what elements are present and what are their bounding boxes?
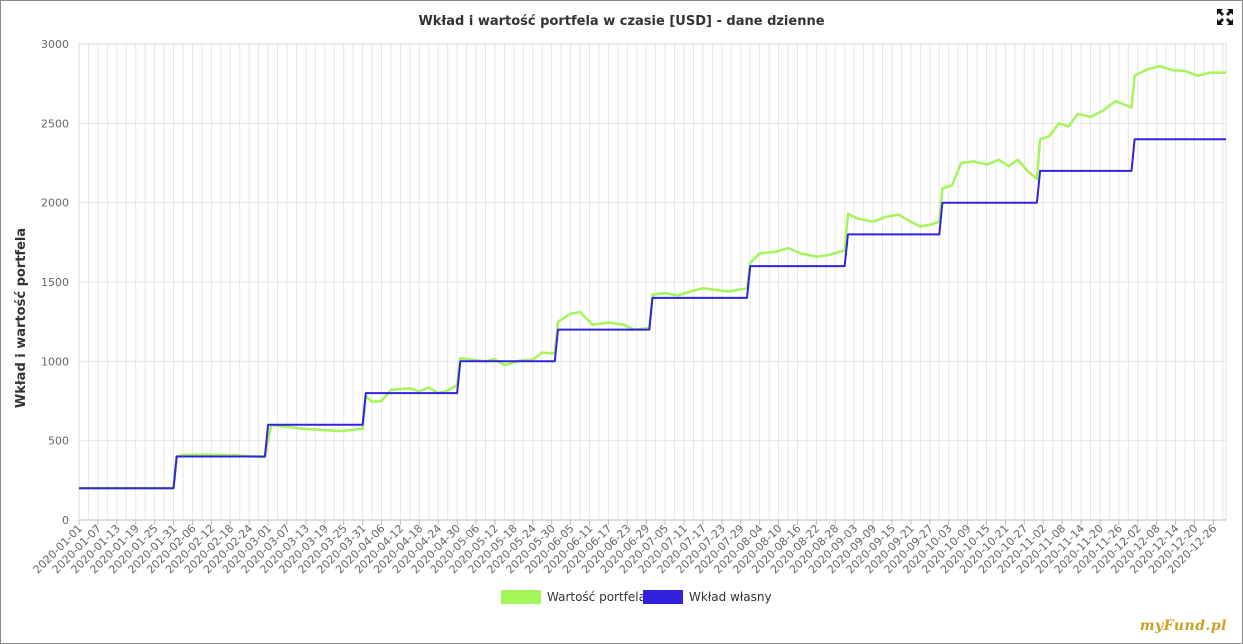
legend: Wartość portfela Wkład własny	[501, 590, 772, 604]
legend-item[interactable]: Wartość portfela	[501, 590, 646, 604]
y-tick-label: 0	[62, 514, 69, 527]
watermark-logo: myFund.pl	[1139, 618, 1227, 634]
legend-swatch	[643, 590, 683, 604]
expand-arrows-icon[interactable]	[1216, 8, 1234, 26]
y-tick-label: 500	[48, 435, 69, 448]
series-line-wklad-wlasny	[79, 138, 1226, 490]
y-axis-title: Wkład i wartość portfela	[14, 228, 29, 408]
y-tick-label: 3000	[41, 38, 69, 51]
x-tick-labels: 2020-01-012020-01-072020-01-132020-01-19…	[31, 520, 1220, 576]
chart-title: Wkład i wartość portfela w czasie [USD] …	[418, 14, 825, 29]
legend-label: Wartość portfela	[547, 590, 646, 604]
legend-item[interactable]: Wkład własny	[643, 590, 772, 604]
legend-swatch	[501, 590, 541, 604]
series-lines	[79, 64, 1226, 490]
y-tick-label: 2000	[41, 197, 69, 210]
y-tick-labels: 0 500 1000 1500 2000 2500 3000	[41, 38, 69, 527]
y-tick-label: 2500	[41, 117, 69, 130]
series-line-wartosc-portfela	[79, 64, 1226, 490]
y-tick-label: 1500	[41, 276, 69, 289]
legend-label: Wkład własny	[689, 590, 772, 604]
grid-lines	[78, 43, 1227, 521]
y-tick-label: 1000	[41, 355, 69, 368]
